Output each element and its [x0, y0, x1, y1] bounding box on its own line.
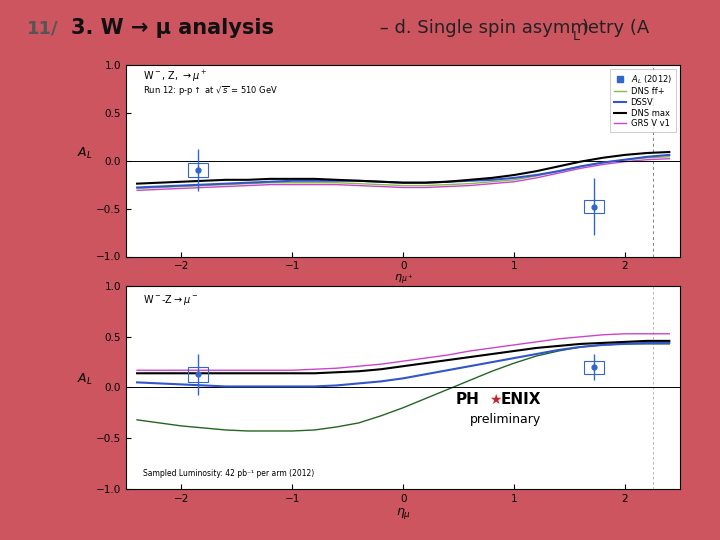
Text: W$^-$-Z$\rightarrow\mu^-$: W$^-$-Z$\rightarrow\mu^-$ — [143, 293, 198, 307]
Legend: $A_L$ (2012), DNS ff+, DSSV, DNS max, GRS V v1: $A_L$ (2012), DNS ff+, DSSV, DNS max, GR… — [610, 69, 676, 132]
Bar — [584, 361, 604, 374]
Text: ★: ★ — [489, 393, 502, 407]
Bar — [188, 163, 208, 178]
Text: ): ) — [582, 19, 589, 37]
X-axis label: $\eta_\mu$: $\eta_\mu$ — [396, 507, 410, 521]
Text: W$^-$, Z, $\rightarrow\mu^+$: W$^-$, Z, $\rightarrow\mu^+$ — [143, 69, 207, 84]
Text: PH: PH — [456, 392, 480, 407]
X-axis label: $\eta_{\mu^+}$: $\eta_{\mu^+}$ — [394, 273, 413, 287]
Y-axis label: $A_L$: $A_L$ — [77, 373, 93, 388]
Y-axis label: $A_L$: $A_L$ — [77, 146, 93, 160]
Text: 3. W → μ analysis: 3. W → μ analysis — [71, 18, 274, 38]
Text: 11/: 11/ — [27, 19, 59, 37]
Text: Run 12: p-p$\uparrow$ at $\sqrt{s}$ = 510 GeV: Run 12: p-p$\uparrow$ at $\sqrt{s}$ = 51… — [143, 84, 278, 98]
Text: Sampled Luminosity: 42 pb⁻¹ per arm (2012): Sampled Luminosity: 42 pb⁻¹ per arm (201… — [143, 469, 314, 477]
Bar — [584, 200, 604, 213]
Text: ENIX: ENIX — [500, 392, 541, 407]
Bar — [188, 367, 208, 382]
Text: preliminary: preliminary — [469, 413, 541, 427]
Text: L: L — [572, 30, 580, 43]
Text: – d. Single spin asymmetry (A: – d. Single spin asymmetry (A — [374, 19, 649, 37]
